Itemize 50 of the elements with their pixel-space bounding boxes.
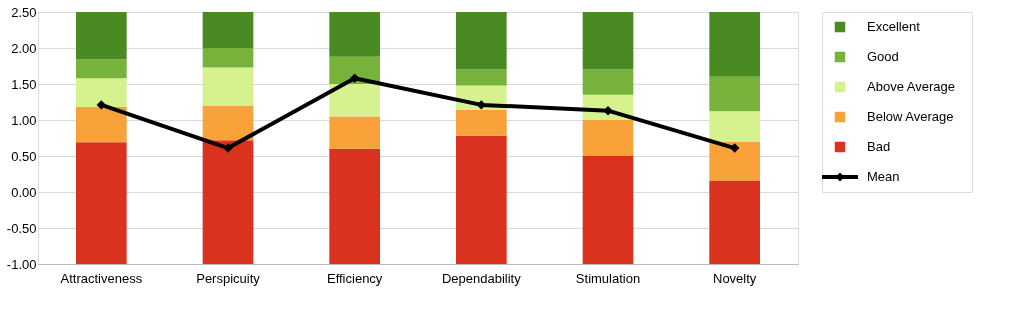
point — [96, 100, 107, 110]
y-tick-label: 0.00 — [11, 184, 37, 200]
bar — [76, 142, 127, 264]
legend-label: Excellent — [867, 19, 921, 34]
x-tick-label: Novelty — [712, 270, 757, 286]
bar — [329, 12, 380, 57]
y-tick-label: 1.00 — [11, 112, 37, 128]
bar — [582, 69, 634, 95]
bar — [329, 84, 380, 117]
x-tick-label: Attractiveness — [60, 270, 143, 286]
bar — [456, 109, 507, 136]
y-tick-label: 0.50 — [11, 148, 37, 164]
bar — [582, 120, 634, 156]
legend-label: Below Average — [867, 109, 954, 124]
x-tick-label: Stimulation — [575, 270, 641, 286]
x-tick-label: Efficiency — [326, 270, 383, 286]
legend-label: Bad — [867, 139, 891, 154]
bar — [329, 148, 380, 264]
bar — [709, 76, 760, 112]
bar — [456, 69, 507, 86]
y-tick-label: -1.00 — [6, 256, 37, 272]
y-tick-label: 2.50 — [11, 4, 37, 20]
bar — [202, 140, 254, 264]
bar — [202, 48, 254, 68]
y-tick-label: 2.00 — [11, 40, 37, 56]
y-tick-label: 1.50 — [11, 76, 37, 92]
bar — [709, 12, 760, 77]
bar — [456, 135, 507, 264]
bar — [202, 105, 254, 141]
bar — [76, 12, 127, 60]
bar — [709, 111, 760, 142]
bar — [709, 141, 760, 181]
bar — [76, 59, 127, 79]
x-tick-label: Dependability — [441, 270, 522, 286]
point — [729, 143, 740, 153]
legend-label: Above Average — [867, 79, 955, 94]
legend-label: Mean — [867, 169, 900, 184]
bar — [76, 78, 127, 108]
bar — [202, 67, 254, 106]
bar — [202, 12, 254, 48]
bar — [329, 116, 380, 149]
bar — [582, 12, 634, 70]
x-tick-label: Perspicuity — [196, 270, 261, 286]
bar — [709, 180, 760, 264]
y-tick-label: -0.50 — [6, 220, 37, 236]
bar — [456, 12, 507, 70]
bar — [76, 107, 127, 143]
bar — [582, 156, 634, 264]
legend-label: Good — [867, 49, 899, 64]
point — [603, 105, 613, 116]
